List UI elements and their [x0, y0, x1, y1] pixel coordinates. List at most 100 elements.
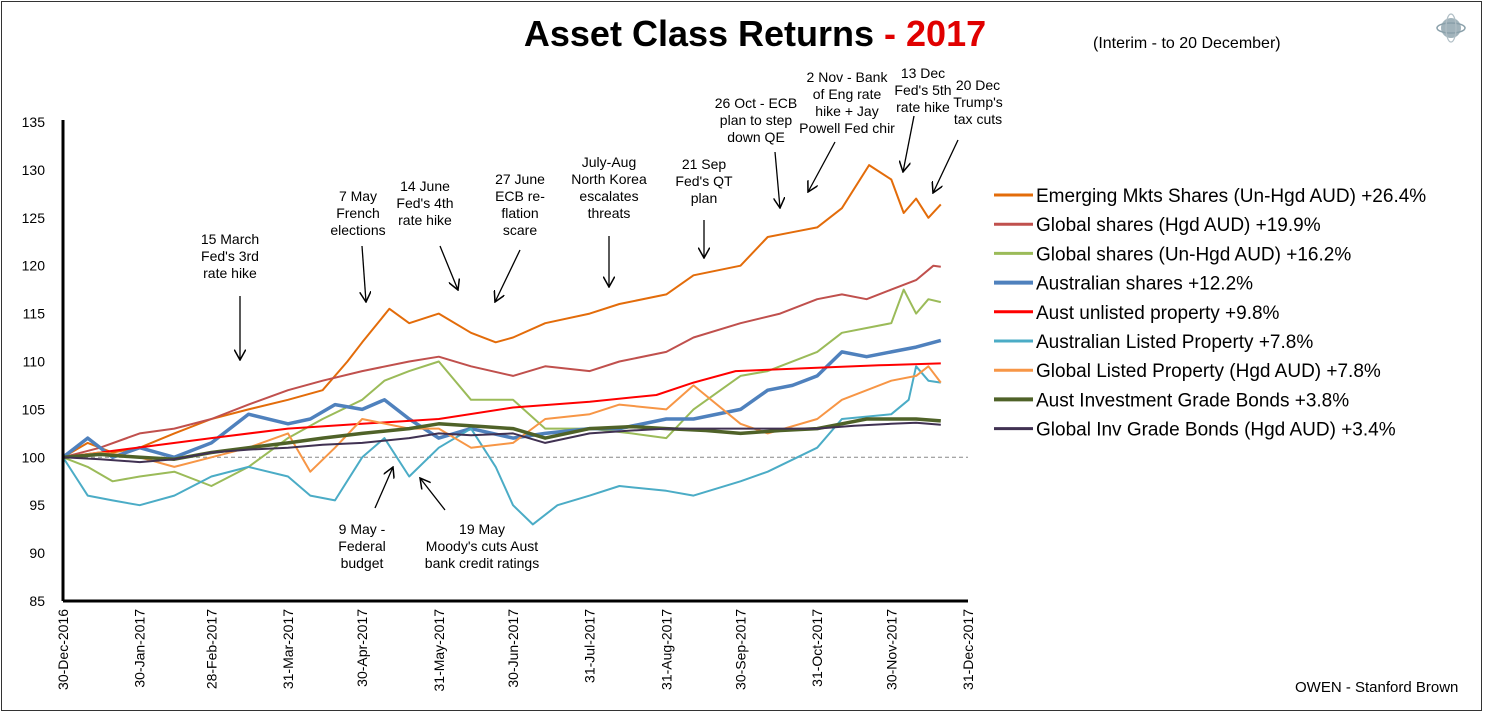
y-tick-label: 110: [23, 354, 46, 370]
legend-label: Aust unlisted property +9.8%: [1036, 303, 1280, 324]
annotation-line: bank credit ratings: [425, 555, 539, 571]
annotation-arrow: [933, 139, 959, 193]
annotation-line: rate hike: [398, 212, 452, 228]
source-credit: OWEN - Stanford Brown: [1295, 679, 1458, 696]
annotation-line: of Eng rate: [813, 86, 882, 102]
x-tick-label: 30-Jan-2017: [132, 609, 148, 688]
annotation-line: 7 May: [339, 188, 377, 204]
annotation-arrow: [420, 478, 446, 511]
annotation-line: Trump's: [953, 94, 1003, 110]
annotation-arrow: [362, 245, 366, 302]
annotation-line: scare: [503, 222, 537, 238]
annotation-line: Federal: [338, 538, 385, 554]
x-tick-label: 30-Sep-2017: [733, 609, 749, 690]
annotation-line: flation: [501, 205, 538, 221]
annotation-arrow: [775, 151, 780, 208]
x-tick-label: 28-Feb-2017: [203, 609, 219, 689]
annotation-text: 13 Dec Fed's 5th rate hike: [894, 65, 951, 115]
annotation-text: 7 May French elections: [330, 188, 385, 238]
annotation-line: 2 Nov - Bank: [807, 69, 889, 85]
annotation-line: elections: [330, 222, 385, 238]
annotation-text: 15 March Fed's 3rd rate hike: [201, 231, 259, 281]
annotation-text: 27 June ECB re-flation scare: [495, 171, 545, 238]
annotation-text: 2 Nov - Bank of Eng rate hike + Jay Powell …: [799, 69, 895, 136]
legend-label: Global shares (Un-Hgd AUD) +16.2%: [1036, 244, 1351, 265]
chart-title: Asset Class Returns - 2017: [524, 13, 986, 54]
annotation-text: 14 June Fed's 4th rate hike: [396, 178, 453, 228]
series-line-0: [62, 164, 942, 459]
annotation-line: plan to step: [720, 112, 793, 128]
annotation-line: Fed's 5th: [894, 82, 951, 98]
annotation-line: 9 May -: [339, 521, 386, 537]
y-tick-label: 95: [29, 497, 45, 513]
x-tick-label: 31-Dec-2017: [960, 609, 976, 690]
y-tick-label: 100: [22, 449, 46, 465]
y-tick-label: 90: [29, 545, 45, 561]
annotation-line: Fed's 3rd: [201, 248, 259, 264]
annotation-line: ECB re-: [495, 188, 545, 204]
annotation-line: 15 March: [201, 231, 259, 247]
chart-subtitle: (Interim - to 20 December): [1093, 35, 1281, 52]
annotation-line: Powell Fed chir: [799, 120, 895, 136]
legend-label: Australian Listed Property +7.8%: [1036, 332, 1313, 353]
series-line-2: [62, 288, 942, 487]
x-tick-label: 31-May-2017: [431, 609, 447, 692]
legend-label: Emerging Mkts Shares (Un-Hgd AUD) +26.4%: [1036, 186, 1426, 207]
annotation-line: rate hike: [896, 99, 950, 115]
annotation-line: hike + Jay: [815, 103, 878, 119]
y-tick-label: 85: [29, 593, 45, 609]
annotation-arrow: [903, 115, 915, 172]
legend-label: Global Inv Grade Bonds (Hgd AUD) +3.4%: [1036, 420, 1396, 441]
annotation-arrow: [495, 249, 521, 302]
y-tick-label: 120: [22, 258, 46, 274]
x-tick-label: 30-Jun-2017: [505, 609, 521, 688]
annotation-line: Fed's 4th: [396, 195, 453, 211]
y-tick-label: 115: [23, 306, 46, 322]
y-tick-label: 135: [22, 114, 46, 130]
series-line-5: [62, 365, 941, 526]
annotation-line: 13 Dec: [901, 65, 945, 81]
annotation-arrow: [808, 141, 836, 192]
annotation-line: plan: [691, 190, 717, 206]
annotation-line: budget: [341, 555, 384, 571]
annotation-line: 26 Oct - ECB: [715, 95, 797, 111]
x-tick-label: 31-Oct-2017: [809, 609, 825, 687]
annotation-line: Fed's QT: [675, 173, 733, 189]
x-tick-label: 31-Jul-2017: [582, 609, 598, 683]
annotation-line: rate hike: [203, 265, 257, 281]
y-tick-label: 130: [22, 162, 46, 178]
annotation-text: 9 May -Federal budget: [338, 521, 385, 571]
series-lines: [61, 164, 942, 526]
annotation-text: 26 Oct - ECB plan to step down QE: [715, 95, 797, 145]
annotation-arrow: [439, 245, 458, 290]
series-line-1: [62, 264, 941, 459]
axes: 85 90 95 100 105 110 115 120 125 130 135 30-Dec-201…: [22, 114, 976, 692]
legend-label: Global shares (Hgd AUD) +19.9%: [1036, 215, 1321, 236]
annotation-line: 21 Sep: [682, 156, 727, 172]
legend-label: Aust Investment Grade Bonds +3.8%: [1036, 390, 1349, 411]
annotation-text: July-Aug North Korea escalates threats: [571, 154, 647, 221]
annotation-line: threats: [588, 205, 631, 221]
y-tick-label: 125: [22, 210, 46, 226]
annotation-line: North Korea: [571, 171, 647, 187]
annotation-text: 21 Sep Fed's QT plan: [675, 156, 733, 206]
x-tick-label: 30-Dec-2016: [55, 609, 71, 690]
x-tick-label: 30-Nov-2017: [883, 609, 899, 690]
annotation-line: escalates: [579, 188, 638, 204]
legend-label: Australian shares +12.2%: [1036, 274, 1253, 295]
title-text: Asset Class Returns: [524, 13, 874, 54]
series-line-6: [62, 365, 942, 473]
title-year: - 2017: [884, 13, 986, 54]
annotation-line: 19 May: [459, 521, 505, 537]
annotation-text: 19 May Moody's cuts Aust bank credit ratin…: [425, 521, 539, 571]
annotation-line: July-Aug: [582, 154, 636, 170]
logo-icon: [1436, 13, 1466, 43]
y-tick-label: 105: [22, 401, 46, 417]
annotation-line: tax cuts: [954, 111, 1002, 127]
x-tick-label: 30-Apr-2017: [354, 609, 370, 687]
annotation-line: Moody's cuts Aust: [426, 538, 539, 554]
annotation-text: 20 Dec Trump's tax cuts: [953, 77, 1003, 127]
legend-label: Global Listed Property (Hgd AUD) +7.8%: [1036, 361, 1381, 382]
